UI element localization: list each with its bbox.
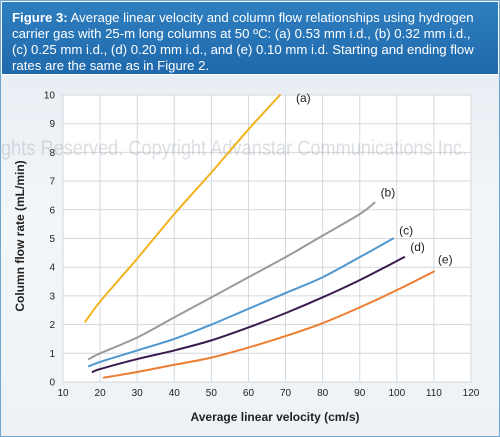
x-tick-label: 120: [463, 388, 480, 399]
y-axis-label: Column flow rate (mL/min): [13, 160, 27, 311]
x-tick-label: 70: [280, 388, 292, 399]
plot-panel: 10 20 30 40 50 60 70 80 90 100 110 120 0 1 2 3 4 5 6 7 8 9 10 …: [1, 75, 499, 436]
series-line-b: [87, 201, 376, 361]
y-tick-label: 8: [49, 148, 55, 159]
x-tick-label: 40: [169, 388, 181, 399]
series-label-a: (a): [296, 91, 311, 105]
y-tick-label: 1: [49, 349, 55, 360]
watermark: ights Reserved. Copyright Advanstar Comm…: [1, 137, 467, 160]
caption-label: Figure 3:: [12, 10, 68, 25]
series-line-d: [91, 256, 406, 373]
figure-caption: Figure 3: Average linear velocity and co…: [2, 2, 498, 74]
x-tick-label: 30: [132, 388, 144, 399]
x-axis-label: Average linear velocity (cm/s): [191, 410, 360, 424]
y-tick-label: 3: [49, 291, 55, 302]
x-tick-label: 90: [354, 388, 366, 399]
y-tick-label: 7: [49, 177, 55, 188]
y-tick-label: 4: [49, 263, 55, 274]
series-line-c: [87, 237, 395, 368]
series-label-d: (d): [410, 240, 425, 254]
series-line-e: [102, 270, 435, 379]
series-label-b: (b): [381, 186, 396, 200]
caption-text: Average linear velocity and column flow …: [12, 10, 474, 73]
y-tick-label: 5: [49, 234, 55, 245]
y-tick-label: 10: [44, 91, 56, 102]
x-tick-label: 100: [388, 388, 405, 399]
x-tick-label: 20: [95, 388, 107, 399]
y-tick-label: 6: [49, 205, 55, 216]
x-tick-label: 50: [206, 388, 218, 399]
y-tick-label: 2: [49, 320, 55, 331]
x-tick-label: 60: [243, 388, 255, 399]
series-label-e: (e): [438, 253, 453, 267]
series-line-a: [84, 94, 281, 323]
y-tick-label: 0: [49, 378, 55, 389]
x-tick-label: 110: [426, 388, 442, 399]
series-label-c: (c): [399, 224, 413, 238]
x-tick-label: 10: [57, 388, 69, 399]
x-tick-label: 80: [317, 388, 329, 399]
y-tick-label: 9: [49, 119, 55, 130]
chart: 10 20 30 40 50 60 70 80 90 100 110 120012345678910 …: [1, 91, 480, 425]
